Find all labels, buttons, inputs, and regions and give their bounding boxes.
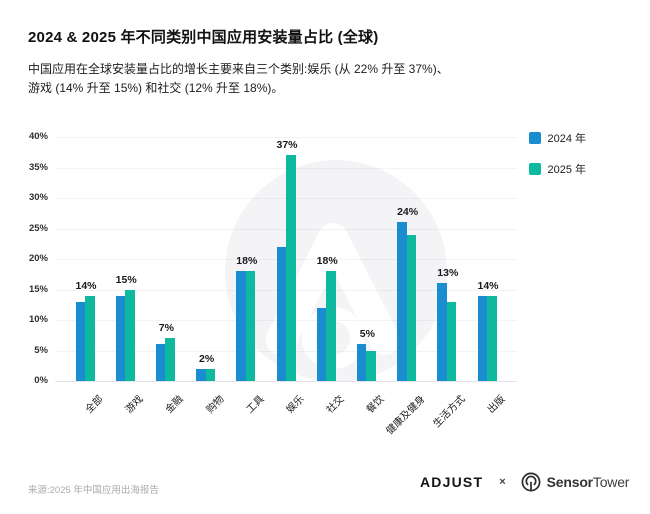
legend-label-2025: 2025 年 [547,164,587,176]
bar-2025年-工具 [245,271,256,381]
bar-2025年-餐饮 [366,350,376,381]
subtitle-line-2: 游戏 (14% 升至 15%) 和社交 (12% 升至 18%)。 [28,81,284,95]
bar-value-label-金融: 7% [158,322,174,335]
logo-separator: × [499,476,506,488]
y-tick-label-30: 30% [28,192,48,203]
bar-value-label-生活方式: 13% [437,267,459,280]
adjust-logo: ADJUST [420,474,484,490]
chart-subtitle: 中国应用在全球安装量占比的增长主要来自三个类别:娱乐 (从 22% 升至 37%… [28,60,628,98]
bar-value-label-工具: 18% [236,255,258,268]
bar-value-label-出版: 14% [477,279,499,292]
bar-2025年-购物 [205,368,216,381]
sensortower-logo-bold: Sensor [546,474,593,490]
page-title: 2024 & 2025 年不同类别中国应用安装量占比 (全球) [28,29,379,46]
bar-value-label-社交: 18% [316,255,338,268]
bar-2025年-健康及健身 [406,234,417,381]
x-category-label-全部: 全部 [83,393,106,416]
bar-2024年-生活方式 [437,283,447,381]
bar-value-label-全部: 14% [75,279,97,292]
bar-2024年-出版 [477,295,487,381]
y-tick-label-0: 0% [34,375,48,386]
bar-2024年-娱乐 [276,246,286,381]
sensortower-logo-regular: Tower [592,474,630,490]
y-tick-label-5: 5% [34,344,48,356]
bar-2024年-全部 [75,301,85,381]
bar-2024年-餐饮 [356,344,367,381]
bar-value-label-游戏: 15% [115,273,137,286]
chart-legend: 2024 年 2025 年 [529,130,586,192]
y-tick-label-20: 20% [28,253,48,264]
bar-2025年-游戏 [125,289,135,381]
bar-value-label-娱乐: 37% [276,139,298,152]
bar-2024年-社交 [316,307,327,381]
footer-logos: ADJUST × SensorTower [420,470,629,494]
y-tick-label-35: 35% [28,161,48,173]
bar-2025年-全部 [85,295,95,381]
chart-header: 2024 & 2025 年不同类别中国应用安装量占比 (全球) 中国应用在全球安… [28,26,628,98]
legend-swatch-2025-icon [529,163,541,175]
gridline-0 [55,381,517,382]
bar-2024年-金融 [155,344,166,381]
bar-2025年-社交 [326,271,336,381]
legend-label-2024: 2024 年 [547,133,587,145]
sensortower-logo-icon [521,472,541,492]
bar-2025年-金融 [165,338,175,381]
bar-value-label-健康及健身: 24% [397,206,419,219]
y-tick-label-25: 25% [28,222,48,234]
bar-2025年-生活方式 [446,301,457,381]
y-tick-label-15: 15% [28,283,48,295]
bar-2024年-工具 [236,271,246,381]
sensortower-logo-text: SensorTower [547,474,630,490]
subtitle-line-1: 中国应用在全球安装量占比的增长主要来自三个类别:娱乐 (从 22% 升至 37%… [28,62,449,76]
gridline-40 [55,137,517,138]
y-tick-label-10: 10% [28,314,48,325]
bar-2025年-出版 [487,295,497,381]
legend-swatch-2024-icon [529,132,541,144]
bar-2024年-购物 [196,368,206,381]
bar-2024年-游戏 [115,295,126,381]
source-note: 来源:2025 年中国应用出海报告 [28,485,159,496]
bar-2025年-娱乐 [286,155,296,381]
bar-value-label-购物: 2% [199,352,215,365]
bar-value-label-餐饮: 5% [359,328,375,341]
legend-item-2024: 2024 年 [529,130,586,146]
y-tick-label-40: 40% [28,131,48,142]
bar-2024年-健康及健身 [397,222,407,381]
legend-item-2025: 2025 年 [529,161,586,177]
